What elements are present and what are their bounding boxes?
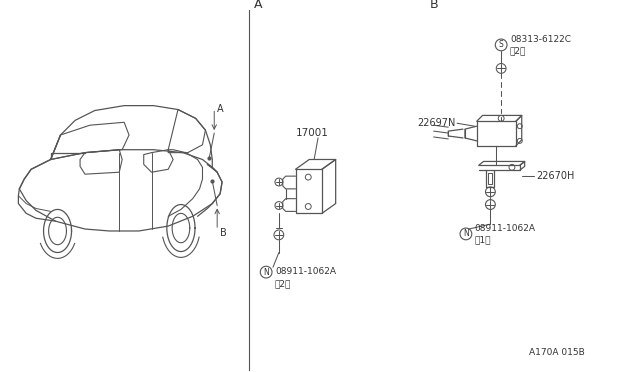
Text: A170A 015B: A170A 015B — [529, 348, 584, 357]
Text: A: A — [217, 103, 224, 113]
Text: 08911-1062A
（1）: 08911-1062A （1） — [475, 224, 536, 244]
Text: 22670H: 22670H — [536, 171, 575, 181]
Text: 08313-6122C
（2）: 08313-6122C （2） — [510, 35, 571, 55]
Text: 08911-1062A
（2）: 08911-1062A （2） — [275, 267, 336, 288]
Text: N: N — [463, 230, 468, 238]
Text: N: N — [263, 267, 269, 277]
Text: A: A — [254, 0, 263, 11]
Text: 22697N: 22697N — [417, 118, 455, 128]
Text: S: S — [499, 41, 504, 49]
Text: B: B — [220, 228, 227, 238]
Text: 17001: 17001 — [296, 128, 328, 138]
Text: B: B — [429, 0, 438, 11]
